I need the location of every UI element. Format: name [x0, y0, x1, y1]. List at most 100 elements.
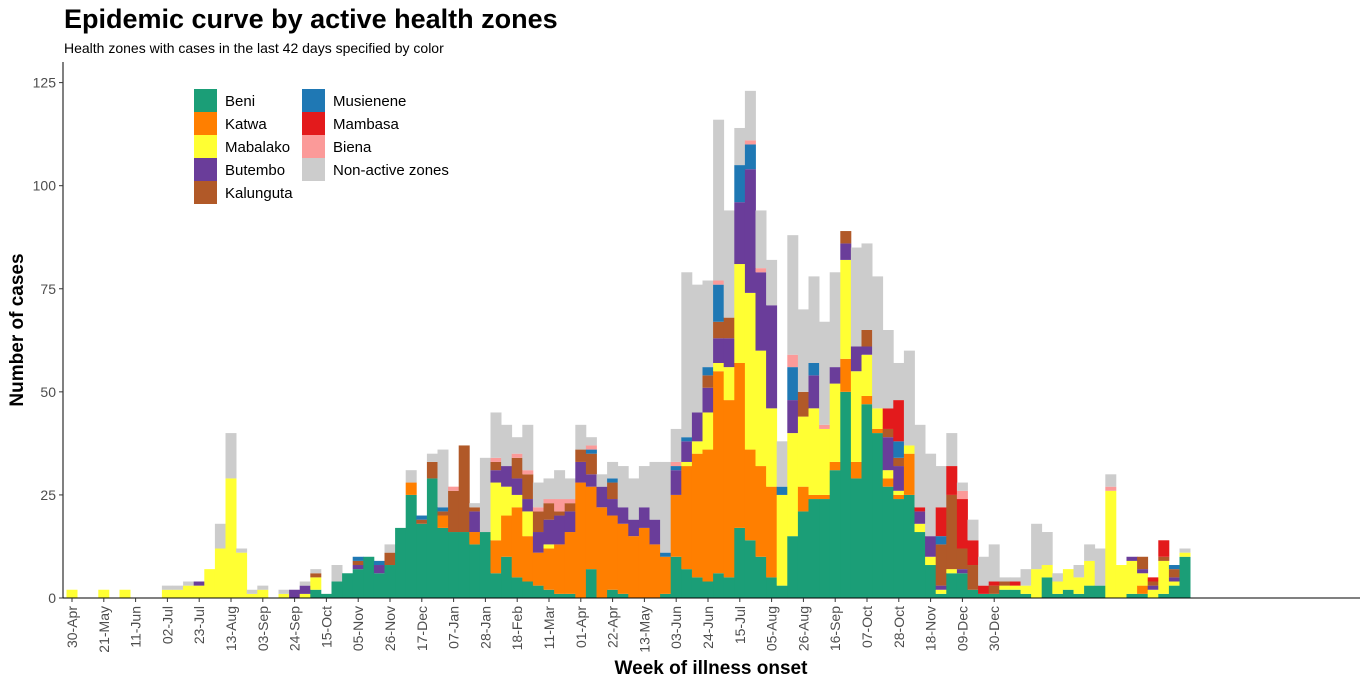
bar-kalunguta-week-28	[352, 560, 364, 566]
bar-beni-week-78	[882, 486, 894, 598]
bar-non-active-zones-week-69	[787, 235, 799, 355]
bar-musienene-week-58	[670, 466, 682, 471]
bar-butembo-week-103	[1147, 585, 1159, 590]
bar-mabalako-week-78	[882, 470, 894, 479]
legend-label-musienene: Musienene	[333, 93, 406, 110]
bar-mabalako-week-19	[257, 589, 269, 598]
bar-butembo-week-44	[522, 499, 534, 512]
bar-non-active-zones-week-98	[1094, 548, 1106, 586]
bar-non-active-zones-week-83	[935, 466, 947, 508]
bar-non-active-zones-week-59	[681, 272, 693, 438]
bar-beni-week-27	[342, 573, 354, 598]
bar-non-active-zones-week-48	[564, 478, 576, 500]
bar-mabalako-week-103	[1147, 589, 1159, 598]
bar-beni-week-63	[723, 577, 735, 598]
bar-mabalako-week-82	[925, 556, 937, 566]
x-tick-label: 01-Apr	[573, 606, 589, 648]
bar-beni-week-59	[681, 569, 693, 598]
bar-beni-week-101	[1126, 593, 1138, 598]
x-axis-ticks: 30-Apr 21-May 11-Jun 02-Jul 23-Jul 13-Aug 03-S…	[64, 598, 1002, 653]
bar-non-active-zones-week-76	[861, 243, 873, 330]
bar-mabalako-week-41	[490, 482, 502, 541]
bar-biena-week-46	[543, 499, 555, 504]
bar-non-active-zones-week-44	[522, 424, 534, 471]
bar-beni-week-33	[405, 494, 417, 598]
bar-mabalako-week-69	[787, 433, 799, 537]
bar-kalunguta-week-39	[469, 507, 481, 512]
bar-musienene-week-65	[744, 144, 756, 170]
legend-label-biena: Biena	[333, 139, 372, 156]
bar-non-active-zones-week-39	[469, 503, 481, 508]
x-tick-label: 18-Nov	[923, 606, 939, 651]
x-tick-label: 05-Aug	[764, 606, 780, 651]
bar-biena-week-66	[755, 268, 767, 273]
bar-katwa-week-46	[543, 548, 555, 590]
bar-kalunguta-week-63	[723, 317, 735, 339]
bar-kalunguta-week-103	[1147, 581, 1159, 586]
bar-non-active-zones-week-12	[183, 581, 195, 586]
bar-musienene-week-36	[437, 507, 449, 512]
bar-beni-week-85	[956, 573, 968, 598]
x-tick-label: 21-May	[96, 606, 112, 653]
bar-non-active-zones-week-62	[713, 119, 725, 281]
bar-kalunguta-week-36	[437, 511, 449, 516]
bar-musienene-week-28	[352, 556, 364, 561]
bar-mabalako-week-102	[1137, 573, 1149, 586]
bar-katwa-week-80	[903, 453, 915, 495]
bar-beni-week-37	[448, 532, 460, 598]
bar-beni-week-45	[532, 585, 544, 598]
y-tick-label: 100	[33, 178, 57, 194]
bar-non-active-zones-week-91	[1020, 569, 1032, 586]
bar-mabalako-week-83	[935, 589, 947, 594]
bar-non-active-zones-week-49	[575, 424, 587, 450]
legend: Beni Katwa Mabalako Butembo Kalunguta Musiene…	[194, 89, 449, 204]
bar-non-active-zones-week-16	[225, 433, 237, 479]
bar-mabalako-week-90	[1009, 585, 1021, 590]
bar-katwa-week-47	[554, 544, 566, 594]
bar-mabalako-week-81	[914, 523, 926, 533]
bar-beni-week-66	[755, 556, 767, 598]
bar-non-active-zones-week-82	[925, 453, 937, 537]
bar-non-active-zones-week-70	[797, 309, 809, 392]
bar-butembo-week-51	[596, 486, 608, 508]
bar-beni-week-86	[967, 589, 979, 598]
bar-butembo-week-28	[352, 565, 364, 570]
bar-butembo-week-74	[840, 243, 852, 260]
bar-beni-week-102	[1137, 593, 1149, 598]
legend-label-katwa: Katwa	[225, 116, 267, 133]
bar-mabalako-week-6	[119, 589, 131, 598]
x-tick-label: 05-Nov	[350, 606, 366, 651]
bar-butembo-week-45	[532, 532, 544, 553]
bar-beni-week-75	[850, 478, 862, 598]
bar-katwa-week-73	[829, 461, 841, 471]
bar-non-active-zones-week-63	[723, 210, 735, 318]
bar-kalunguta-week-88	[988, 585, 1000, 594]
bar-butembo-week-73	[829, 367, 841, 384]
bar-kalunguta-week-85	[956, 548, 968, 570]
bar-biena-week-85	[956, 490, 968, 500]
bar-beni-week-47	[554, 593, 566, 598]
bar-butembo-week-55	[638, 507, 650, 528]
bar-mabalako-week-105	[1168, 581, 1180, 586]
bar-mabalako-week-91	[1020, 585, 1032, 594]
bar-butembo-week-13	[193, 581, 205, 586]
bar-mabalako-week-72	[819, 428, 831, 495]
bar-non-active-zones-week-84	[946, 433, 958, 467]
bar-biena-week-58	[670, 461, 682, 467]
bar-non-active-zones-week-88	[988, 544, 1000, 582]
bar-non-active-zones-week-51	[596, 474, 608, 487]
bar-beni-week-40	[479, 532, 491, 598]
bar-butembo-week-49	[575, 461, 587, 483]
bar-katwa-week-62	[713, 371, 725, 574]
bar-mabalako-week-21	[278, 593, 290, 598]
bar-mabalako-week-46	[543, 544, 555, 549]
bar-butembo-week-79	[893, 466, 905, 491]
bar-mabalako-week-62	[713, 362, 725, 372]
legend-swatch-katwa	[194, 112, 217, 135]
bar-mambasa-week-103	[1147, 577, 1159, 582]
bar-kalunguta-week-38	[458, 445, 470, 533]
bar-butembo-week-48	[564, 511, 576, 533]
bar-beni-week-65	[744, 540, 756, 598]
bar-non-active-zones-week-97	[1084, 544, 1096, 561]
bar-beni-week-87	[978, 593, 990, 598]
